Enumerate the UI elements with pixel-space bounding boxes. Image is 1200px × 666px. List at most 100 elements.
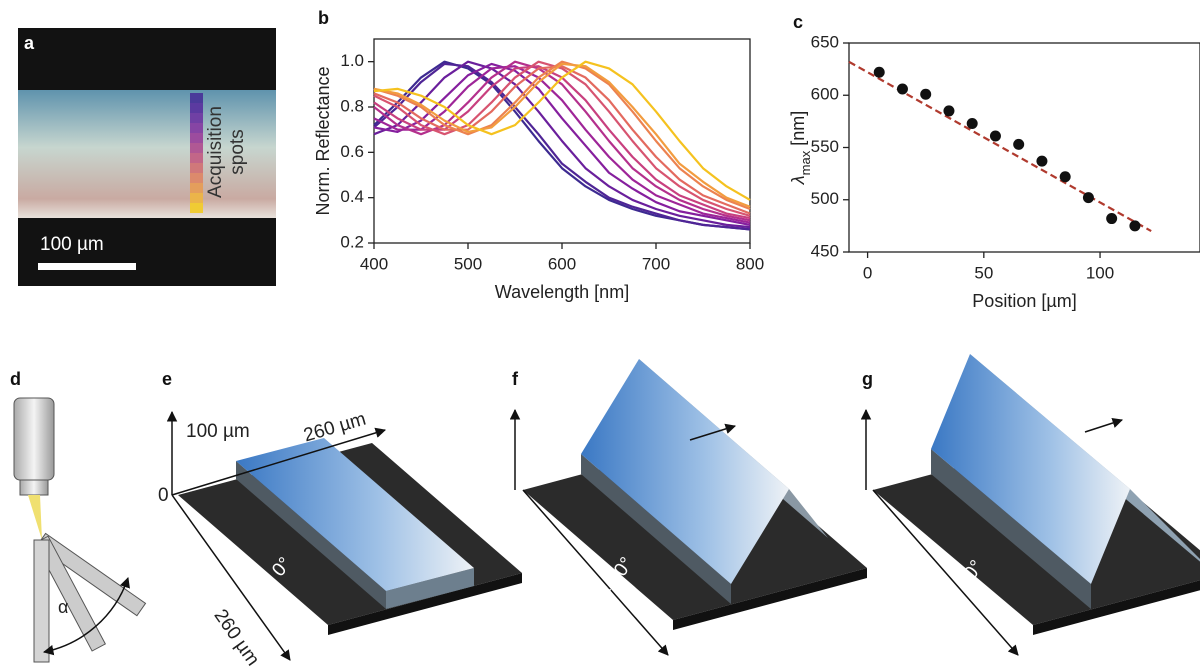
- width-label: 260 µm: [301, 409, 368, 447]
- panel-e: e 100 µm 0 260 µm 260 µm α = 0°: [158, 369, 522, 666]
- x-tick-label: 100: [1086, 263, 1114, 282]
- x-tick-label: 700: [642, 254, 670, 273]
- data-point: [1106, 213, 1118, 225]
- y-tick-label: 0.8: [340, 96, 364, 115]
- angle-arc: [42, 577, 130, 656]
- y-axis-label: Norm. Reflectance: [313, 66, 333, 215]
- series-line: [373, 62, 751, 226]
- light-cone: [28, 495, 42, 540]
- spot: [190, 103, 203, 113]
- y-axis-label-part: [nm]: [788, 111, 808, 146]
- stripe: [18, 90, 276, 218]
- data-point: [966, 117, 978, 129]
- data-point: [920, 88, 932, 100]
- stripe-wall: [581, 454, 731, 604]
- stripe-wall: [931, 449, 1091, 609]
- panel-label: c: [793, 12, 803, 32]
- floor-edge: [328, 573, 522, 635]
- series-line: [373, 65, 751, 215]
- data-point: [1129, 220, 1141, 232]
- series-line: [373, 60, 751, 211]
- scale-label: 100 µm: [40, 234, 104, 255]
- spot: [190, 203, 203, 213]
- spot: [190, 143, 203, 153]
- stripe-wall: [236, 461, 386, 609]
- data-point: [1059, 171, 1071, 183]
- data-point: [1013, 138, 1025, 150]
- floor-edge: [1033, 580, 1200, 635]
- panel-a: a Acquisition spots 100 µm: [18, 28, 276, 286]
- axis-arrow: [522, 489, 669, 656]
- panel-label: e: [162, 369, 172, 389]
- data-point: [1082, 192, 1094, 204]
- spot: [190, 123, 203, 133]
- series-line: [373, 62, 751, 231]
- axis-arrow: [171, 494, 291, 661]
- spot: [190, 93, 203, 103]
- panel-f: f α = 30°: [509, 359, 867, 656]
- data-point: [1036, 155, 1048, 167]
- series-line: [373, 60, 751, 222]
- y-tick-label: 550: [811, 137, 839, 156]
- y-tick-label: 1.0: [340, 51, 364, 70]
- y-tick-label: 500: [811, 189, 839, 208]
- axis-arrow: [872, 489, 1019, 656]
- y-axis-label-part: max: [798, 150, 813, 175]
- depth-label: 260 µm: [210, 606, 264, 666]
- angle-label: α: [58, 597, 68, 617]
- panel-label: f: [512, 369, 519, 389]
- zero-label: 0: [158, 485, 169, 506]
- x-tick-label: 800: [736, 254, 764, 273]
- series-line: [373, 62, 751, 208]
- x-tick-label: 500: [454, 254, 482, 273]
- data-point: [896, 83, 908, 95]
- objective: [13, 397, 55, 481]
- y-tick-label: 0.6: [340, 142, 364, 161]
- series-line: [373, 60, 751, 201]
- objective-tip: [19, 479, 49, 496]
- x-tick-label: 600: [548, 254, 576, 273]
- axis-arrow: [689, 423, 737, 441]
- y-tick-label: 600: [811, 85, 839, 104]
- series-line: [373, 60, 751, 217]
- stripe-top: [581, 359, 789, 584]
- stripe-top: [236, 438, 474, 591]
- spots-label: spots: [227, 129, 248, 174]
- panel-label: a: [24, 33, 35, 53]
- x-axis-label: Wavelength [nm]: [495, 282, 629, 302]
- x-axis-label: Position [µm]: [972, 291, 1076, 311]
- series-line: [373, 60, 751, 229]
- y-tick-label: 650: [811, 32, 839, 51]
- y-tick-label: 0.2: [340, 232, 364, 251]
- axis-arrow: [1084, 417, 1123, 433]
- stripe-wall: [386, 568, 474, 609]
- height-label: 100 µm: [186, 421, 250, 442]
- x-tick-label: 0: [863, 263, 872, 282]
- y-tick-label: 450: [811, 241, 839, 260]
- y-tick-label: 0.4: [340, 187, 364, 206]
- data-point: [873, 66, 885, 78]
- spot: [190, 193, 203, 203]
- spot: [190, 183, 203, 193]
- series-line: [373, 65, 751, 224]
- spot: [190, 153, 203, 163]
- scale-bar: [38, 263, 136, 270]
- spot: [190, 133, 203, 143]
- stripe-top: [931, 354, 1130, 584]
- sample-bar: [33, 539, 50, 663]
- spots: [190, 93, 203, 213]
- x-tick-label: 400: [360, 254, 388, 273]
- y-axis-label: λmax [nm]: [788, 111, 813, 185]
- x-tick-label: 50: [974, 263, 993, 282]
- panel-label: b: [318, 8, 329, 28]
- axis-arrow: [171, 427, 387, 496]
- floor-edge: [673, 568, 867, 630]
- spots-label: Acquisition: [205, 106, 226, 198]
- data-point: [943, 105, 955, 117]
- spot: [190, 163, 203, 173]
- panel-label: d: [10, 369, 21, 389]
